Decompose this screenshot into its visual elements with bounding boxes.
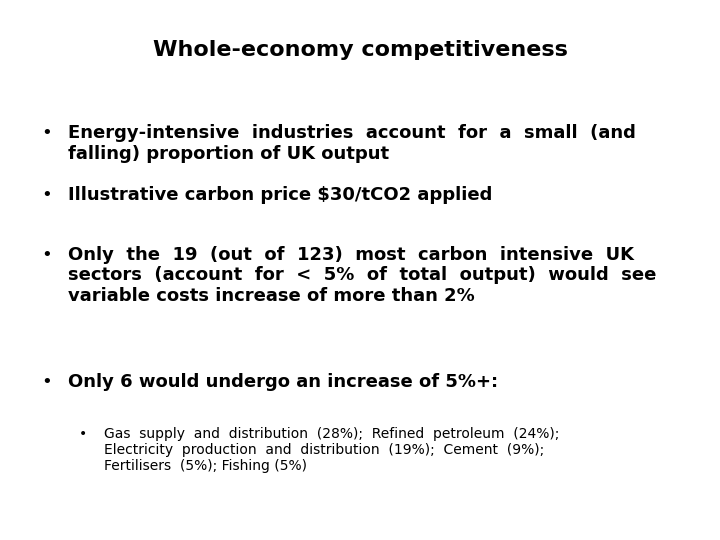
Text: •: • (42, 124, 52, 142)
Text: Only  the  19  (out  of  123)  most  carbon  intensive  UK
sectors  (account  fo: Only the 19 (out of 123) most carbon int… (68, 246, 657, 305)
Text: Gas  supply  and  distribution  (28%);  Refined  petroleum  (24%);
Electricity  : Gas supply and distribution (28%); Refin… (104, 427, 559, 473)
Text: Illustrative carbon price $30/tCO2 applied: Illustrative carbon price $30/tCO2 appli… (68, 186, 492, 204)
Text: •: • (78, 427, 87, 441)
Text: Whole-economy competitiveness: Whole-economy competitiveness (153, 40, 567, 60)
Text: Only 6 would undergo an increase of 5%+:: Only 6 would undergo an increase of 5%+: (68, 373, 498, 390)
Text: •: • (42, 246, 52, 264)
Text: •: • (42, 186, 52, 204)
Text: Energy-intensive  industries  account  for  a  small  (and
falling) proportion o: Energy-intensive industries account for … (68, 124, 636, 163)
Text: •: • (42, 373, 52, 390)
